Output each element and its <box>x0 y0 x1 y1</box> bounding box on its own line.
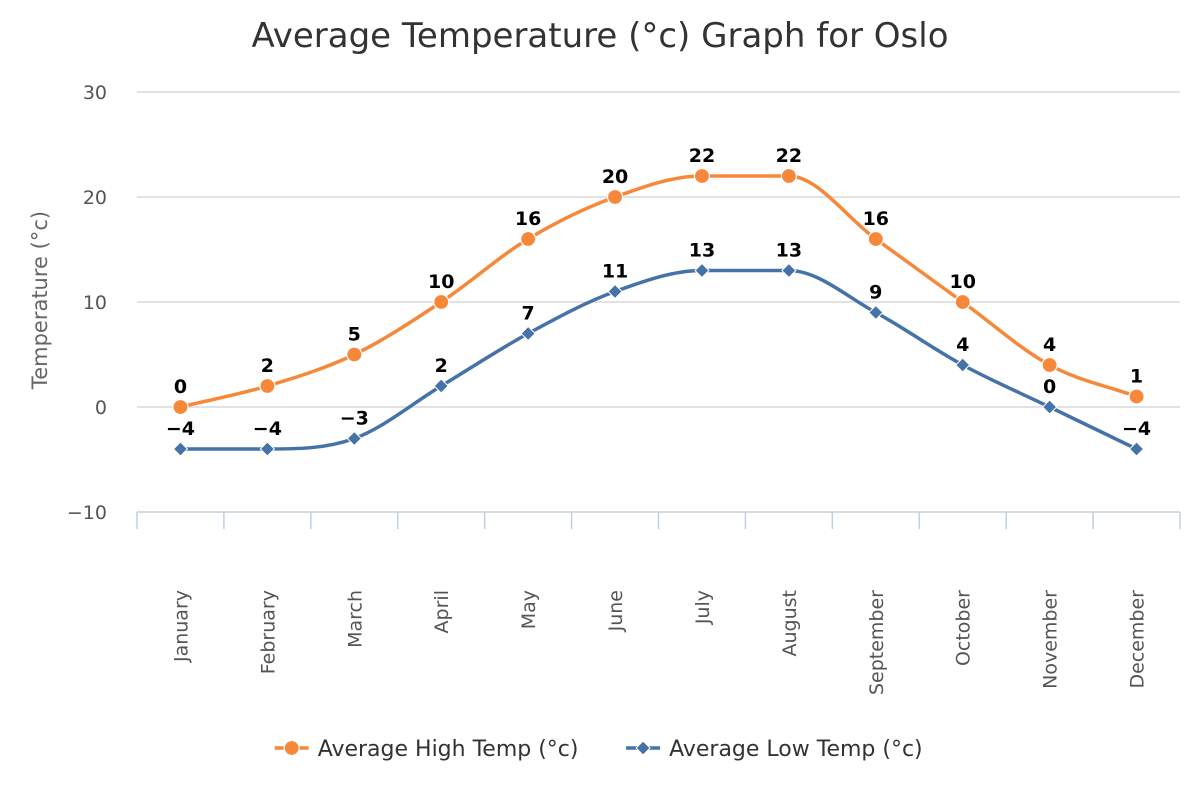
x-tick-label: March <box>344 590 366 648</box>
low-temp-point[interactable] <box>346 430 362 447</box>
legend-label: Average High Temp (°c) <box>318 737 579 762</box>
series-lines <box>180 174 1138 451</box>
x-tick-label: February <box>257 590 279 674</box>
x-tick-label: January <box>170 590 192 663</box>
high-temp-point[interactable] <box>867 230 884 248</box>
low-temp-point[interactable] <box>955 357 971 373</box>
data-label: 9 <box>869 282 882 304</box>
x-axis <box>136 511 1181 529</box>
high-temp-point[interactable] <box>780 167 797 185</box>
y-tick-label: 20 <box>83 187 107 209</box>
x-tick-label: July <box>692 590 714 625</box>
chart-title: Average Temperature (°c) Graph for Oslo <box>251 16 948 56</box>
data-label: 5 <box>348 324 361 346</box>
series-line <box>180 174 1138 409</box>
low-temp-point[interactable] <box>259 441 276 457</box>
data-label: −4 <box>166 418 195 440</box>
y-tick-label: −10 <box>67 502 107 524</box>
y-tick-label: 0 <box>95 397 107 419</box>
low-temp-point[interactable] <box>607 283 623 300</box>
high-temp-point[interactable] <box>520 230 537 248</box>
data-label: 1 <box>1130 366 1143 388</box>
high-temp-point[interactable] <box>1041 356 1058 374</box>
y-tick-label: 30 <box>83 82 107 104</box>
y-axis-label: Temperature (°c) <box>28 211 52 390</box>
low-temp-point[interactable] <box>1041 399 1058 415</box>
data-label: 4 <box>956 334 969 356</box>
data-label: −3 <box>340 408 369 430</box>
legend[interactable]: Average High Temp (°c) Average Low Temp (… <box>274 737 923 762</box>
low-temp-point[interactable] <box>781 262 797 279</box>
high-temp-point[interactable] <box>172 398 189 416</box>
x-tick-label: May <box>518 590 540 629</box>
low-temp-point[interactable] <box>694 262 710 279</box>
high-temp-point[interactable] <box>693 167 711 185</box>
data-label: 10 <box>949 271 975 293</box>
legend-item[interactable]: Average High Temp (°c) <box>274 737 579 762</box>
x-tick-label: April <box>431 590 453 633</box>
data-label: 7 <box>522 303 535 325</box>
data-label: 10 <box>428 271 454 293</box>
high-temp-point[interactable] <box>259 377 276 395</box>
series-line <box>180 268 1138 451</box>
y-axis-ticks: −10 0 10 20 30 <box>67 82 107 524</box>
high-temp-point[interactable] <box>433 293 450 311</box>
low-temp-point[interactable] <box>1128 441 1145 457</box>
data-label: 22 <box>776 145 802 167</box>
high-temp-point[interactable] <box>606 188 624 206</box>
low-temp-point[interactable] <box>172 441 189 457</box>
data-label: −4 <box>1122 418 1151 440</box>
data-label: 0 <box>1043 376 1056 398</box>
x-tick-label: June <box>605 590 627 632</box>
y-tick-label: 10 <box>83 292 107 314</box>
x-axis-ticks: January February March April May June July Augu… <box>170 590 1148 695</box>
legend-label: Average Low Temp (°c) <box>669 737 923 762</box>
data-label: 20 <box>602 166 628 188</box>
high-temp-point[interactable] <box>1128 388 1145 405</box>
low-temp-point[interactable] <box>520 325 536 342</box>
data-label: 2 <box>261 355 274 377</box>
data-label: 13 <box>776 240 802 262</box>
low-temp-point[interactable] <box>433 378 449 394</box>
diamond-marker-icon[interactable] <box>635 740 651 756</box>
data-label: 2 <box>435 355 448 377</box>
x-tick-label: December <box>1127 590 1149 689</box>
x-tick-label: November <box>1040 590 1062 689</box>
data-label: 22 <box>689 145 715 167</box>
grid-lines <box>137 91 1180 408</box>
legend-item[interactable]: Average Low Temp (°c) <box>626 737 923 762</box>
x-tick-label: September <box>866 590 888 695</box>
high-temp-point[interactable] <box>346 346 363 363</box>
circle-marker-icon[interactable] <box>283 739 300 757</box>
data-label: 4 <box>1043 334 1056 356</box>
data-label: −4 <box>253 418 282 440</box>
x-tick-label: August <box>779 590 801 657</box>
low-temp-point[interactable] <box>868 304 884 321</box>
series-markers <box>172 167 1145 457</box>
data-label: 16 <box>863 208 889 230</box>
data-label: 13 <box>689 240 715 262</box>
data-labels: 0 2 5 10 16 20 22 22 16 10 4 1 −4 −4 −3 2 7 11 13 13 9 4 0 −4 <box>166 145 1151 440</box>
x-tick-label: October <box>953 590 975 666</box>
high-temp-point[interactable] <box>954 293 971 311</box>
data-label: 16 <box>515 208 541 230</box>
data-label: 11 <box>602 261 628 283</box>
data-label: 0 <box>174 376 187 398</box>
